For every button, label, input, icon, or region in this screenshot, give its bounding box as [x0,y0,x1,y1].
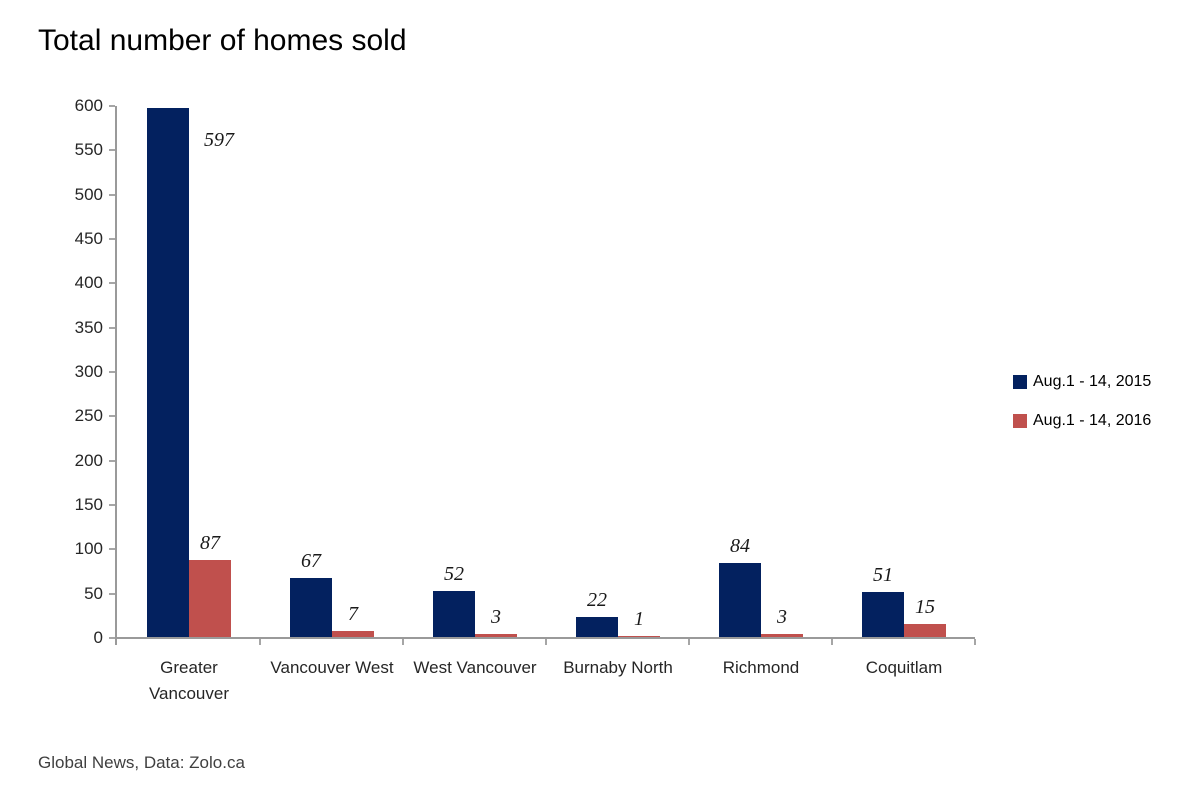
data-label: 67 [301,550,321,572]
y-axis-tick-label: 50 [84,584,103,603]
x-axis-tick [831,639,833,645]
y-axis-tick [109,371,115,373]
bar-1142016-5 [904,624,946,637]
chart-title: Total number of homes sold [38,24,407,57]
x-axis-tick [545,639,547,645]
y-axis-tick [109,149,115,151]
data-label: 1 [634,608,644,630]
legend-label: Aug.1 - 14, 2015 [1033,373,1152,390]
x-category-label: Burnaby North [563,658,673,677]
data-label: 52 [444,563,464,585]
y-axis-tick [109,105,115,107]
x-category-label: Richmond [722,658,800,677]
y-axis-tick-label: 600 [74,96,103,115]
y-axis-tick [109,637,115,639]
x-axis-tick [259,639,261,645]
x-category-label: Coquitlam [865,658,943,677]
y-axis-tick [109,238,115,240]
y-axis-tick [109,194,115,196]
source-note: Global News, Data: Zolo.ca [38,753,245,772]
data-label: 51 [873,564,893,586]
y-axis-tick [109,327,115,329]
legend: Aug.1 - 14, 2015 Aug.1 - 14, 2016 [1013,373,1151,451]
bar-1142016-1 [332,631,374,637]
data-label: 597 [204,129,234,151]
x-axis-tick [402,639,404,645]
x-category-label: West Vancouver [413,658,537,677]
bar-1142016-0 [189,560,231,637]
legend-swatch-icon [1013,414,1027,428]
bar-1142016-3 [618,636,660,637]
bar-1142015-3 [576,617,618,637]
y-axis-tick-label: 400 [74,273,103,292]
x-category-label: Greater Vancouver [148,658,229,703]
y-axis-tick-label: 0 [93,628,103,647]
y-axis-tick [109,504,115,506]
y-axis-tick-label: 300 [74,362,103,381]
legend-swatch-icon [1013,375,1027,389]
bar-1142015-5 [862,592,904,637]
y-axis-tick [109,548,115,550]
y-axis-tick-label: 500 [74,185,103,204]
bar-1142015-4 [719,563,761,637]
y-axis-tick-label: 200 [74,451,103,470]
x-axis-line [115,637,975,639]
bar-1142015-0 [147,108,189,637]
data-label: 22 [587,589,607,611]
x-axis-tick [974,639,976,645]
data-label: 84 [730,535,750,557]
y-axis-tick-label: 450 [74,229,103,248]
y-axis-tick [109,282,115,284]
y-axis-line [115,106,117,645]
data-label: 7 [348,603,358,625]
x-category-label: Vancouver West [270,658,394,677]
bar-1142016-2 [475,634,517,637]
y-axis-tick-label: 150 [74,495,103,514]
y-axis-tick-label: 350 [74,318,103,337]
legend-item: Aug.1 - 14, 2016 [1013,412,1151,430]
legend-item: Aug.1 - 14, 2015 [1013,373,1151,391]
y-axis-tick [109,460,115,462]
bar-1142016-4 [761,634,803,637]
x-axis-tick [688,639,690,645]
y-axis-tick [109,593,115,595]
y-axis-tick-label: 250 [74,406,103,425]
bar-1142015-2 [433,591,475,637]
legend-label: Aug.1 - 14, 2016 [1033,412,1152,429]
data-label: 87 [200,532,220,554]
bar-1142015-1 [290,578,332,637]
y-axis-tick-label: 100 [74,539,103,558]
data-label: 3 [777,606,787,628]
data-label: 15 [915,596,935,618]
y-axis-tick [109,415,115,417]
data-label: 3 [491,606,501,628]
y-axis-tick-label: 550 [74,140,103,159]
